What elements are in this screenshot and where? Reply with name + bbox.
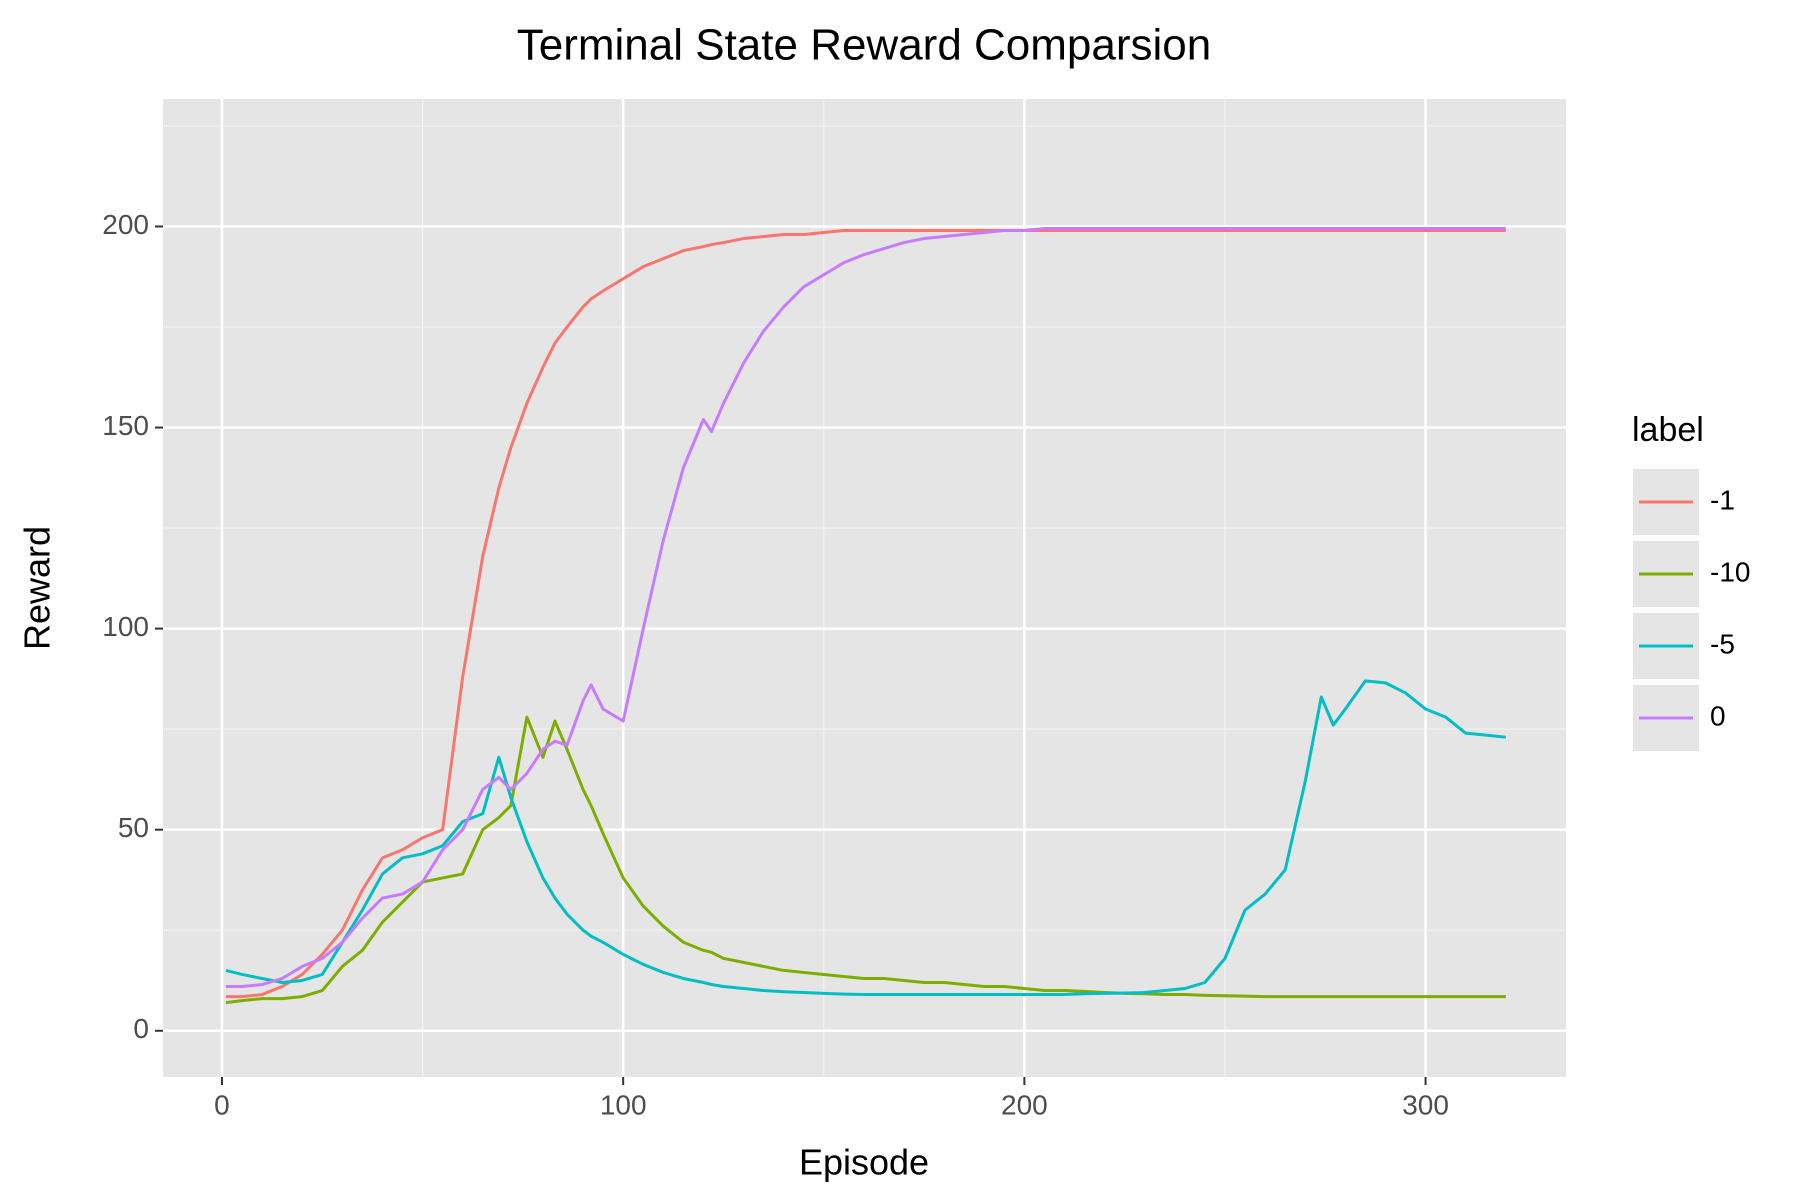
- y-tick-label: 150: [102, 410, 149, 441]
- x-axis-label: Episode: [799, 1142, 929, 1183]
- x-tick-label: 0: [214, 1089, 230, 1120]
- y-tick-label: 0: [133, 1013, 149, 1044]
- legend-label: 0: [1710, 700, 1726, 731]
- legend-title: label: [1632, 411, 1704, 449]
- y-axis-label: Reward: [17, 526, 58, 650]
- legend-label: -1: [1710, 484, 1735, 515]
- y-tick-label: 50: [118, 812, 149, 843]
- series-line: [225, 715, 1506, 1005]
- x-tick-label: 100: [600, 1089, 647, 1120]
- plot-panel: [163, 99, 1566, 1077]
- y-tick-label: 100: [102, 611, 149, 642]
- series-line: [225, 679, 1506, 997]
- x-tick-label: 200: [1001, 1089, 1048, 1120]
- x-tick-label: 300: [1402, 1089, 1449, 1120]
- chart-title: Terminal State Reward Comparsion: [517, 21, 1212, 70]
- legend-label: -5: [1710, 628, 1735, 659]
- series-line: [225, 226, 1506, 989]
- y-tick-label: 200: [102, 209, 149, 240]
- series-line: [225, 229, 1506, 999]
- legend-label: -10: [1710, 556, 1750, 587]
